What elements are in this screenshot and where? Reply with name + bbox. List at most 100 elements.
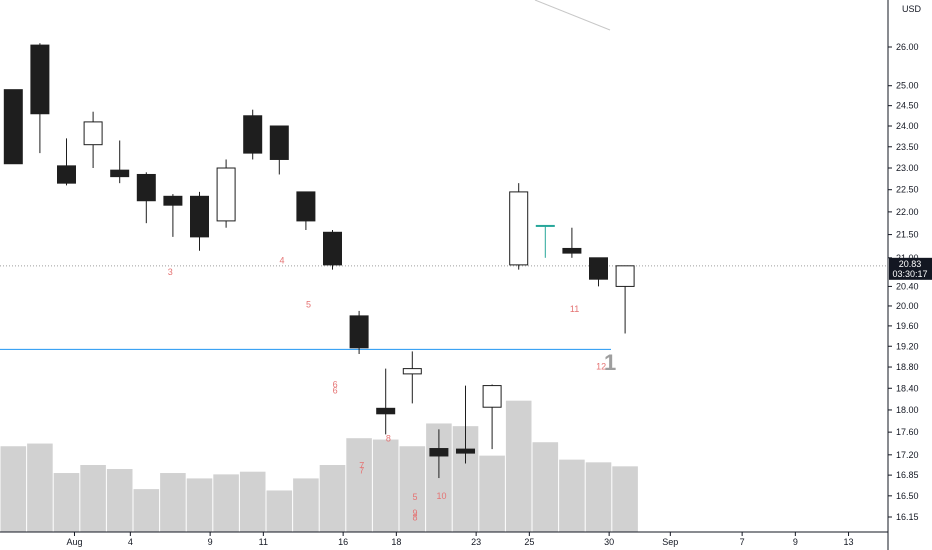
count-label: 5 — [412, 492, 417, 502]
last-price-badge: 20.83 03:30:17 — [889, 257, 932, 280]
candle — [323, 229, 342, 270]
volume-bars — [0, 400, 638, 532]
time-tick-label: 13 — [844, 537, 854, 547]
price-tick-label: 26.00 — [896, 42, 919, 52]
volume-bar — [319, 465, 346, 532]
volume-bar — [346, 438, 372, 532]
candle — [3, 89, 23, 165]
time-tick-label: 4 — [128, 537, 133, 547]
count-label: 12 — [596, 362, 606, 372]
price-tick-label: 19.20 — [896, 341, 919, 351]
candle — [163, 194, 183, 237]
candle — [535, 224, 555, 258]
price-tick-label: 18.40 — [896, 383, 919, 393]
candle — [615, 265, 635, 334]
volume-bar — [479, 455, 505, 532]
time-tick-label: Sep — [662, 537, 678, 547]
candle-body — [83, 121, 103, 146]
count-label: 7 — [359, 465, 364, 475]
candle — [136, 172, 156, 224]
candle — [429, 429, 449, 479]
currency-label: USD — [902, 4, 922, 14]
candle-body — [589, 257, 608, 280]
count-label: 11 — [570, 304, 579, 314]
price-tick-label: 20.40 — [896, 281, 919, 291]
candle-body — [243, 115, 263, 154]
candle — [30, 43, 50, 154]
price-tick-label: 18.80 — [896, 362, 919, 372]
volume-bar — [505, 400, 532, 532]
bar-countdown: 03:30:17 — [892, 269, 927, 279]
count-label: 3 — [168, 267, 173, 277]
candle-body — [429, 448, 449, 457]
volume-bar — [585, 462, 612, 532]
candle — [190, 191, 209, 251]
volume-bar — [293, 478, 319, 532]
volume-bar — [186, 478, 213, 532]
candle — [269, 125, 289, 175]
volume-bar — [239, 471, 266, 532]
price-tick-label: 16.85 — [896, 470, 919, 480]
volume-bar — [0, 446, 27, 532]
price-tick-label: 20.00 — [896, 301, 919, 311]
price-tick-label: 16.15 — [896, 512, 919, 522]
time-tick-label: 9 — [793, 537, 798, 547]
candle — [83, 111, 103, 169]
price-tick-label: 24.50 — [896, 101, 919, 111]
candle-body — [110, 169, 130, 178]
candle-body — [615, 265, 635, 287]
chart-annotations — [0, 0, 888, 350]
price-tick-label: 16.50 — [896, 491, 919, 501]
time-tick-label: 23 — [471, 537, 481, 547]
time-tick-label: 9 — [208, 537, 213, 547]
volume-bar — [399, 446, 426, 532]
candle-body — [482, 385, 502, 408]
count-label: 6 — [333, 380, 338, 390]
candle — [216, 159, 236, 228]
price-tick-label: 17.60 — [896, 427, 919, 437]
price-tick-label: 19.60 — [896, 321, 919, 331]
price-tick-label: 25.00 — [896, 81, 919, 91]
candle-body — [402, 368, 422, 375]
volume-bar — [372, 439, 399, 532]
volume-bar — [106, 469, 133, 532]
wave-label: 1 — [604, 350, 616, 375]
price-tick-label: 22.50 — [896, 185, 919, 195]
candle — [562, 227, 582, 258]
price-tick-label: 22.00 — [896, 207, 919, 217]
time-tick-label: 16 — [338, 537, 348, 547]
candle-body — [376, 407, 396, 415]
count-label: 4 — [279, 255, 284, 265]
price-tick-label: 18.00 — [896, 405, 919, 415]
price-tick-label: 23.00 — [896, 163, 919, 173]
candle-body — [296, 191, 316, 222]
candle — [402, 351, 422, 404]
candle — [349, 310, 369, 354]
count-label: 8 — [412, 513, 417, 523]
candle-body — [535, 224, 555, 227]
volume-bar — [612, 466, 638, 532]
price-axis[interactable]: 26.00 25.00 24.50 24.00 23.50 23.00 22.50 22.00… — [887, 0, 932, 550]
candle — [456, 385, 475, 464]
candle-body — [509, 191, 529, 266]
volume-bar — [27, 443, 53, 532]
last-price-value: 20.83 — [899, 259, 922, 269]
price-axis-ticks: 26.00 25.00 24.50 24.00 23.50 23.00 22.50 22.00… — [888, 42, 919, 522]
time-axis[interactable]: Aug 4 9 11 16 18 23 25 30 Sep 7 9 13 — [0, 531, 888, 547]
price-tick-label: 23.50 — [896, 142, 919, 152]
volume-bar — [532, 442, 559, 532]
candle-body — [562, 247, 582, 254]
volume-bar — [213, 474, 239, 532]
price-tick-label: 17.20 — [896, 450, 919, 460]
candle-body — [57, 165, 76, 184]
candle-body — [269, 125, 289, 160]
candle-body — [3, 89, 23, 165]
candle — [57, 138, 76, 186]
candle-body — [323, 231, 342, 266]
volume-bar — [559, 459, 585, 532]
time-tick-label: 25 — [524, 537, 534, 547]
candle-body — [190, 195, 209, 238]
time-tick-label: Aug — [66, 537, 82, 547]
volume-bar — [80, 465, 106, 532]
